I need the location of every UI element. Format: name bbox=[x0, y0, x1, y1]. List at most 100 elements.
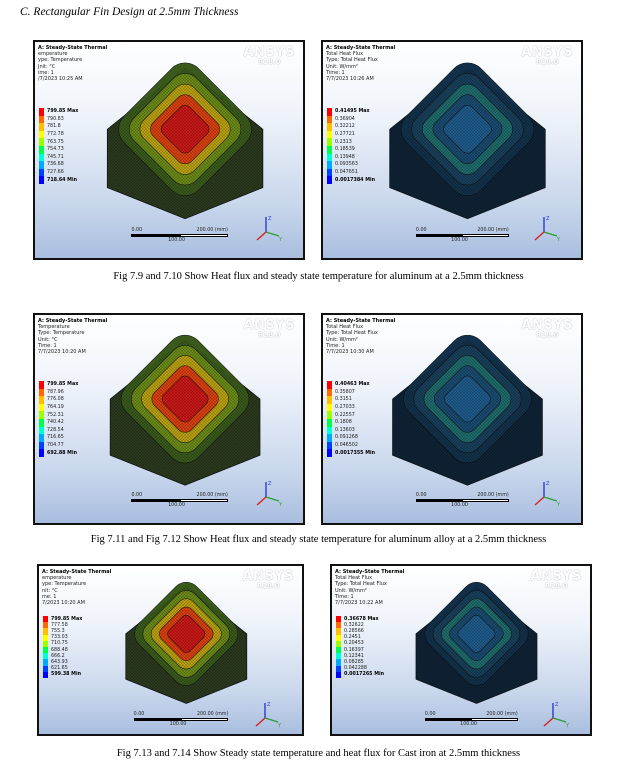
legend-value: 0.13948 bbox=[335, 154, 355, 160]
svg-text:Y: Y bbox=[556, 237, 561, 243]
ansys-logo-text: ANSYS bbox=[521, 318, 573, 333]
scale-label-start: 0.00 bbox=[133, 712, 145, 717]
svg-text:Y: Y bbox=[278, 502, 283, 508]
ansys-logo-text: ANSYS bbox=[530, 569, 582, 584]
color-legend: 0.40463 Max 0.35807 0.3151 0.27033 0.22557 0.… bbox=[327, 381, 375, 457]
mesh-overlay bbox=[110, 339, 260, 486]
legend-value: 688.48 bbox=[51, 647, 68, 653]
legend-swatch bbox=[39, 130, 44, 139]
legend-entry: 0.2451 bbox=[336, 634, 384, 641]
legend-value: 764.19 bbox=[47, 405, 64, 411]
ansys-version: R18.0 bbox=[535, 58, 559, 66]
ansys-logo: ANSYS R18.0 bbox=[521, 45, 573, 66]
figure-7-11-temperature-aluminum-alloy: A: Steady-State Thermal Temperature Type: … bbox=[33, 313, 305, 525]
info-line: A: Steady-State Thermal bbox=[335, 569, 405, 575]
scale-label-mid: 100.00 bbox=[451, 503, 468, 508]
info-line: Total Heat Flux bbox=[335, 575, 373, 582]
legend-swatch bbox=[39, 161, 44, 169]
info-line: A: Steady-State Thermal bbox=[326, 45, 396, 51]
svg-text:Y: Y bbox=[278, 237, 283, 243]
scale-bar-segment-light bbox=[462, 499, 509, 502]
legend-entry: 0.13603 bbox=[327, 426, 375, 435]
legend-swatch bbox=[327, 130, 332, 139]
scale-label-mid: 100.00 bbox=[451, 238, 468, 243]
legend-swatch bbox=[39, 176, 44, 184]
legend-entry: 0.27033 bbox=[327, 403, 375, 412]
result-info: A: Steady-State Thermal emperature ype: Te… bbox=[42, 569, 111, 606]
legend-value: 704.77 bbox=[47, 443, 64, 449]
legend-entry: 745.71 bbox=[39, 153, 78, 162]
axis-triad-icon: ZY bbox=[255, 702, 282, 729]
legend-swatch bbox=[43, 640, 48, 647]
legend-entry: 704.77 bbox=[39, 441, 78, 450]
legend-entry: 621.65 bbox=[43, 665, 82, 672]
legend-entry: 692.88 Min bbox=[39, 449, 78, 457]
legend-entry: 0.27721 bbox=[327, 130, 375, 139]
scale-label-start: 0.00 bbox=[131, 493, 143, 498]
scale-label-mid: 100.00 bbox=[168, 503, 185, 508]
legend-swatch bbox=[39, 108, 44, 116]
legend-swatch bbox=[39, 441, 44, 450]
legend-entry: 799.85 Max bbox=[43, 616, 82, 623]
legend-entry: 599.38 Min bbox=[43, 671, 82, 678]
ansys-logo-text: ANSYS bbox=[243, 45, 295, 60]
figure-caption-7-9-7-10: Fig 7.9 and 7.10 Show Heat flux and stea… bbox=[113, 271, 524, 282]
legend-value: 666.2 bbox=[51, 653, 65, 659]
legend-entry: 0.1808 bbox=[327, 418, 375, 427]
legend-swatch bbox=[336, 659, 341, 666]
legend-swatch bbox=[43, 653, 48, 660]
legend-swatch bbox=[336, 665, 341, 672]
legend-swatch bbox=[43, 622, 48, 629]
result-info: A: Steady-State Thermal Total Heat Flux Ty… bbox=[335, 569, 404, 606]
legend-entry: 0.32622 bbox=[336, 622, 384, 629]
info-line: A: Steady-State Thermal bbox=[38, 45, 108, 51]
legend-swatch bbox=[327, 176, 332, 184]
legend-swatch bbox=[39, 449, 44, 457]
legend-value: 745.71 bbox=[47, 154, 64, 160]
legend-entry: 0.0017355 Min bbox=[327, 449, 375, 457]
legend-swatch bbox=[336, 622, 341, 629]
svg-text:Y: Y bbox=[556, 502, 561, 508]
legend-value: 0.2313 bbox=[335, 139, 352, 145]
legend-value: 740.42 bbox=[47, 420, 64, 426]
scale-bar: 0.00 200.00 (mm) 100.00 bbox=[415, 228, 509, 246]
scale-bar: 0.00 200.00 (mm) 100.00 bbox=[415, 493, 509, 511]
scale-label-end: 200.00 (mm) bbox=[196, 712, 229, 717]
mesh-overlay bbox=[125, 585, 247, 704]
legend-entry: 716.65 bbox=[39, 434, 78, 442]
scale-label-end: 200.00 (mm) bbox=[477, 493, 509, 498]
legend-swatch bbox=[327, 411, 332, 419]
scale-label-start: 0.00 bbox=[415, 228, 427, 233]
legend-value: 710.75 bbox=[51, 641, 68, 647]
fin-model-render bbox=[389, 62, 546, 220]
legend-swatch bbox=[327, 138, 332, 146]
info-line: 7/7/2023 10:20 AM bbox=[38, 349, 86, 356]
legend-entry: 0.3151 bbox=[327, 396, 375, 404]
ansys-logo: ANSYS R18.0 bbox=[530, 569, 582, 590]
legend-swatch bbox=[39, 381, 44, 389]
legend-entry: 752.31 bbox=[39, 411, 78, 419]
legend-entry: 790.83 bbox=[39, 115, 78, 124]
legend-entry: 0.41495 Max bbox=[327, 108, 375, 116]
legend-swatch bbox=[39, 403, 44, 412]
ansys-logo: ANSYS R18.0 bbox=[243, 318, 295, 339]
info-line: Total Heat Flux bbox=[326, 324, 364, 331]
legend-entry: 0.08285 bbox=[336, 659, 384, 666]
legend-swatch bbox=[327, 449, 332, 457]
info-line: Unit: W/mm² bbox=[335, 587, 367, 594]
legend-value: 0.36904 bbox=[335, 116, 355, 122]
ansys-version: R18.0 bbox=[257, 331, 281, 339]
info-line: 7/7/2023 10:30 AM bbox=[326, 349, 374, 356]
scale-bar-segment-dark bbox=[415, 234, 463, 237]
scale-label-start: 0.00 bbox=[131, 228, 143, 233]
legend-value: 0.27721 bbox=[335, 132, 355, 138]
info-line: 7/7/2023 10:22 AM bbox=[335, 600, 383, 607]
info-line: /7/2023 10:25 AM bbox=[38, 76, 83, 83]
color-legend: 799.85 Max 777.58 755.3 733.03 710.75 688.48 6… bbox=[43, 616, 82, 678]
legend-value: 799.85 Max bbox=[47, 109, 79, 115]
legend-value: 0.36678 Max bbox=[344, 616, 379, 622]
mesh-overlay bbox=[107, 67, 263, 219]
ansys-logo: ANSYS R18.0 bbox=[242, 569, 294, 590]
ansys-version: R18.0 bbox=[257, 58, 281, 66]
scale-label-start: 0.00 bbox=[424, 712, 436, 717]
